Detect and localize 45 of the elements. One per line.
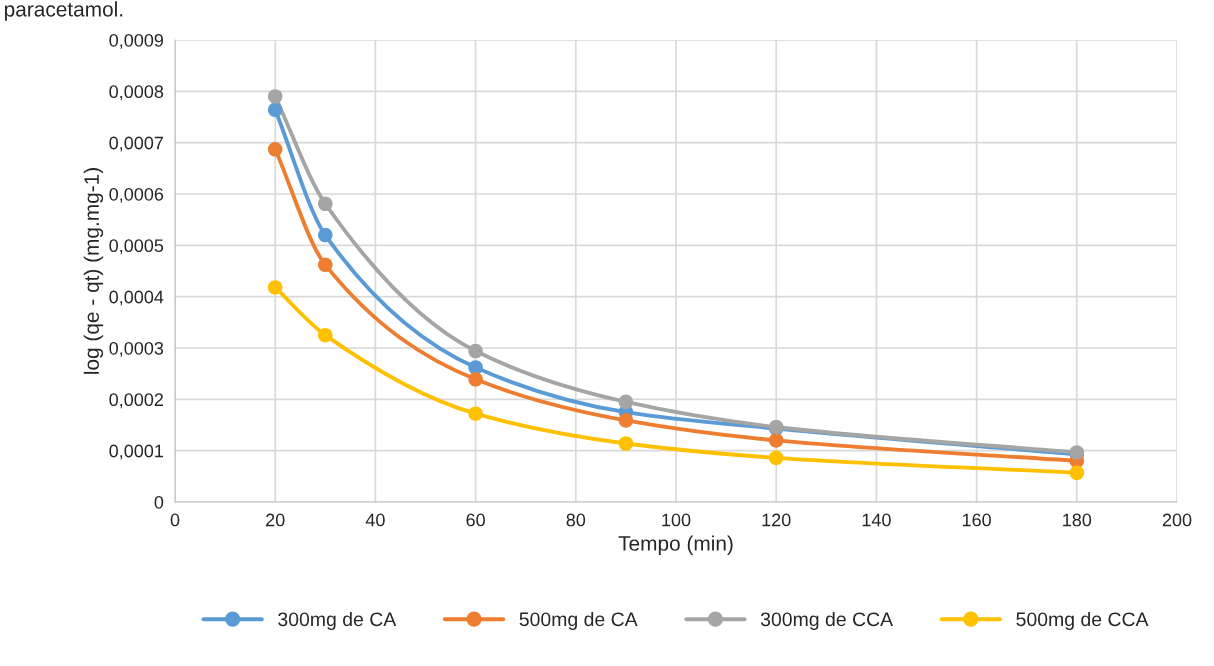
point: [318, 196, 333, 212]
point: [468, 406, 483, 421]
x-tick-label: 40: [365, 513, 385, 527]
y-tick-label: 0: [154, 495, 164, 509]
x-tick-label: 0: [170, 513, 180, 527]
legend-label: 300mg de CA: [278, 611, 397, 631]
x-tick-label: 20: [266, 513, 285, 527]
y-axis-title: log (qe - qt) (mg.mg-1): [83, 168, 104, 374]
y-tick-label: 0,0002: [109, 393, 163, 409]
text: paracetamol.: [4, 1, 123, 21]
x-tick-label: 140: [862, 513, 891, 527]
point: [618, 394, 634, 410]
y-tick-label: 0,0009: [109, 33, 164, 49]
point: [468, 372, 483, 387]
point: [318, 257, 333, 273]
point: [618, 436, 634, 451]
y-tick-label: 0,0003: [109, 341, 164, 357]
point: [267, 142, 283, 157]
x-tick-label: 200: [1162, 513, 1192, 527]
y-tick-label: 0,0008: [109, 85, 164, 101]
y-tick-label: 0,0006: [109, 187, 164, 203]
point: [318, 227, 333, 243]
x-tick-label: 180: [1063, 513, 1092, 527]
point: [468, 343, 483, 359]
x-tick-label: 120: [762, 513, 791, 527]
y-tick-label: 0,0007: [109, 136, 163, 152]
legend-label: 500mg de CA: [519, 611, 638, 631]
y-tick-label: 0,0005: [109, 239, 164, 255]
point: [768, 450, 784, 466]
point: [267, 280, 283, 295]
point: [1069, 465, 1085, 481]
x-tick-label: 80: [566, 513, 586, 527]
x-tick-label: 60: [466, 513, 485, 527]
y-tick-label: 0,0004: [109, 290, 164, 306]
point: [318, 327, 333, 343]
x-axis-title: Tempo (min): [618, 535, 733, 555]
point: [618, 413, 634, 428]
legend-label: 300mg de CCA: [760, 611, 894, 631]
point: [768, 433, 784, 448]
y-tick-label: 0,0001: [109, 444, 164, 460]
x-tick-label: 160: [962, 513, 991, 527]
point: [267, 89, 283, 104]
legend-label: 500mg de CCA: [1016, 611, 1149, 631]
point: [267, 102, 283, 118]
x-tick-label: 100: [662, 513, 691, 527]
